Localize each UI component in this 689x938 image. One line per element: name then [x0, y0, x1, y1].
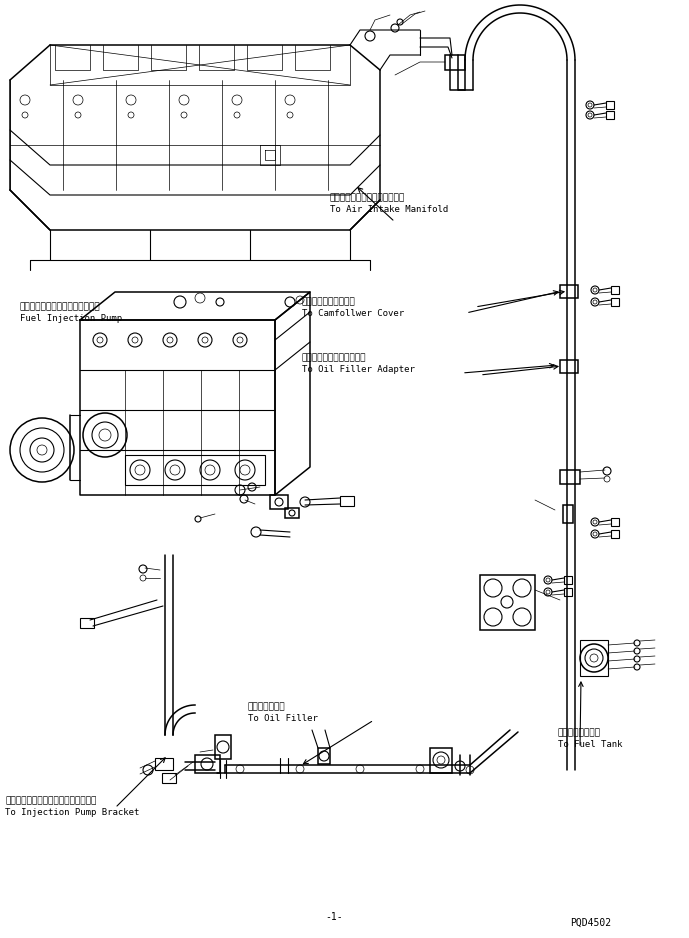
Bar — [563, 505, 573, 523]
Text: Fuel Injection Pump: Fuel Injection Pump — [20, 314, 122, 323]
Text: To Oil Filler: To Oil Filler — [248, 714, 318, 723]
Bar — [285, 508, 299, 518]
Text: -1-: -1- — [325, 912, 343, 922]
Bar — [611, 530, 619, 538]
Bar — [445, 55, 465, 70]
Bar — [155, 758, 173, 770]
Bar — [560, 470, 580, 484]
Bar — [606, 111, 614, 119]
Bar — [270, 495, 288, 509]
Text: To Air Intake Manifold: To Air Intake Manifold — [330, 205, 449, 214]
Text: PQD4502: PQD4502 — [570, 918, 611, 928]
Text: フェエルインジェクションポンプ: フェエルインジェクションポンプ — [20, 302, 101, 311]
Bar — [215, 735, 231, 759]
Bar — [611, 518, 619, 526]
Bar — [318, 748, 330, 764]
Bar — [340, 496, 354, 506]
Bar — [611, 286, 619, 294]
Text: オイルフィルタアダプタへ: オイルフィルタアダプタへ — [302, 353, 367, 362]
Bar — [560, 285, 578, 298]
Text: To Camfollwer Cover: To Camfollwer Cover — [302, 309, 404, 318]
Text: To Oil Filler Adapter: To Oil Filler Adapter — [302, 365, 415, 374]
Bar — [611, 298, 619, 306]
Text: オイルフィラへ: オイルフィラへ — [248, 702, 286, 711]
Bar — [564, 588, 572, 596]
Bar — [580, 640, 608, 676]
Bar — [480, 575, 535, 630]
Text: エアーインテークマニホルドへ: エアーインテークマニホルドへ — [330, 193, 405, 202]
Bar — [195, 755, 220, 773]
Text: カムフォロワカバーへ: カムフォロワカバーへ — [302, 297, 356, 306]
Text: To Fuel Tank: To Fuel Tank — [558, 740, 622, 749]
Bar — [162, 773, 176, 783]
Bar — [560, 360, 578, 373]
Text: インジェクションポンプブラケットへ: インジェクションポンプブラケットへ — [5, 796, 96, 805]
Text: フェエルタンクへ: フェエルタンクへ — [558, 728, 601, 737]
Bar — [606, 101, 614, 109]
Bar — [125, 455, 265, 485]
Text: To Injection Pump Bracket: To Injection Pump Bracket — [5, 808, 139, 817]
Bar — [564, 576, 572, 584]
Bar — [430, 748, 452, 773]
Bar — [80, 618, 94, 628]
